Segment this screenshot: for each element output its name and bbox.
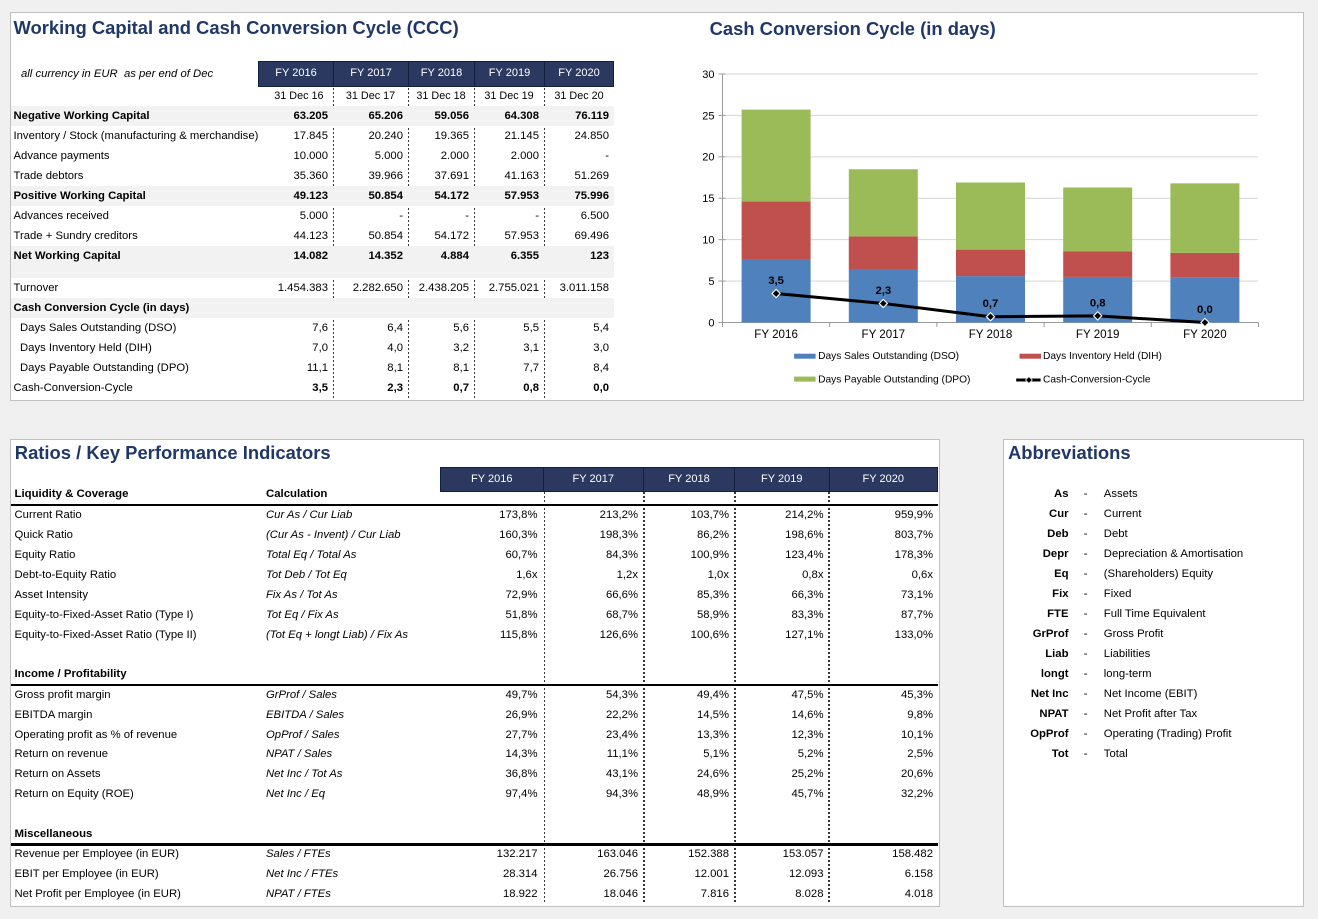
svg-text:FY 2017: FY 2017 [861, 328, 905, 341]
svg-text:0,8: 0,8 [1090, 297, 1106, 309]
svg-text:FY 2018: FY 2018 [969, 328, 1013, 341]
svg-text:5: 5 [708, 276, 714, 288]
svg-text:0: 0 [708, 317, 714, 329]
svg-text:Days Inventory Held (DIH): Days Inventory Held (DIH) [1043, 351, 1162, 362]
svg-text:0,7: 0,7 [983, 298, 999, 310]
svg-text:FY 2016: FY 2016 [754, 328, 798, 341]
svg-text:Days Sales Outstanding (DSO): Days Sales Outstanding (DSO) [818, 351, 959, 362]
svg-text:FY 2020: FY 2020 [1183, 328, 1227, 341]
svg-text:10: 10 [702, 235, 714, 247]
svg-text:20: 20 [702, 152, 714, 164]
svg-text:FY 2019: FY 2019 [1076, 328, 1120, 341]
svg-text:25: 25 [702, 110, 714, 122]
svg-text:Days Payable Outstanding (DPO): Days Payable Outstanding (DPO) [818, 374, 970, 385]
svg-text:2,3: 2,3 [875, 285, 891, 297]
svg-text:3,5: 3,5 [768, 275, 784, 287]
svg-text:Cash-Conversion-Cycle: Cash-Conversion-Cycle [1043, 374, 1151, 385]
svg-text:0,0: 0,0 [1197, 304, 1213, 316]
svg-text:15: 15 [702, 193, 714, 205]
svg-text:30: 30 [702, 69, 714, 81]
